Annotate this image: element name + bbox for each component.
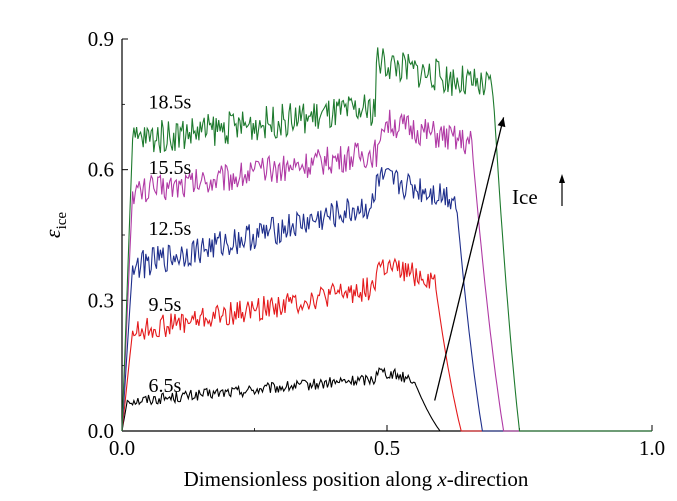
series-labels-group: 6.5s 9.5s 12.5s 15.5s 18.5s — [149, 92, 192, 397]
x-tick-label: 1.0 — [639, 436, 665, 460]
series-label-6.5s: 6.5s — [149, 375, 182, 397]
y-tick-label: 0.0 — [88, 419, 114, 443]
series-label-15.5s: 15.5s — [149, 157, 192, 179]
series-label-12.5s: 12.5s — [149, 218, 192, 240]
up-arrowhead-icon — [559, 174, 565, 183]
y-tick-label: 0.9 — [88, 27, 114, 51]
arrowhead-icon — [497, 117, 506, 128]
axes-group: 0.0 0.3 0.6 0.9 0.0 0.5 1.0 — [88, 27, 665, 460]
y-axis-label: εice — [40, 212, 70, 238]
series-label-9.5s: 9.5s — [149, 294, 182, 316]
x-axis-label: Dimensionless position along x-direction — [184, 467, 529, 491]
annotation-group: Ice — [434, 117, 565, 401]
series-line-9.5s — [121, 257, 652, 432]
y-tick-label: 0.6 — [88, 158, 114, 182]
series-line-6.5s — [121, 367, 652, 432]
x-tick-label: 0.5 — [374, 436, 400, 460]
series-group — [121, 47, 652, 432]
ice-annotation-label: Ice — [512, 185, 538, 209]
series-label-18.5s: 18.5s — [149, 92, 192, 114]
series-line-12.5s — [121, 167, 652, 432]
y-tick-label: 0.3 — [88, 288, 114, 312]
ice-trend-arrow — [434, 117, 505, 401]
x-tick-label: 0.0 — [109, 436, 135, 460]
series-line-18.5s — [121, 47, 652, 432]
